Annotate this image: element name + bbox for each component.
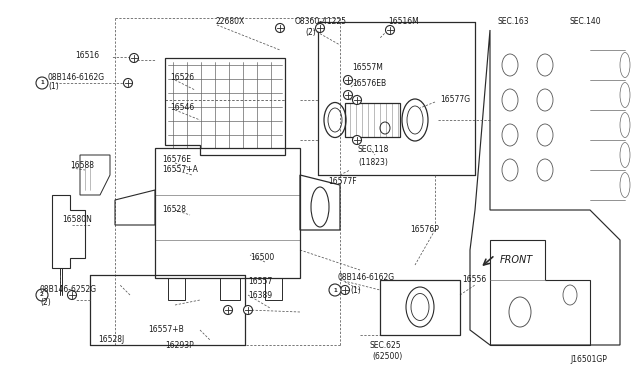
Circle shape (340, 285, 349, 295)
Text: 16557M: 16557M (352, 64, 383, 73)
Circle shape (353, 96, 362, 105)
Text: 16516: 16516 (75, 51, 99, 60)
Text: 16526: 16526 (170, 74, 194, 83)
Text: SEC.625: SEC.625 (370, 340, 402, 350)
Text: (11823): (11823) (358, 157, 388, 167)
Text: 22680X: 22680X (216, 17, 245, 26)
Text: SEC.163: SEC.163 (498, 17, 530, 26)
Text: SEC.118: SEC.118 (358, 145, 389, 154)
Text: 16516M: 16516M (388, 17, 419, 26)
Text: 16500: 16500 (250, 253, 275, 263)
Circle shape (353, 135, 362, 144)
Text: FRONT: FRONT (500, 255, 533, 265)
Text: 16546: 16546 (170, 103, 195, 112)
Text: (1): (1) (48, 83, 59, 92)
Circle shape (344, 90, 353, 99)
Circle shape (275, 23, 285, 32)
Text: SEC.140: SEC.140 (570, 17, 602, 26)
Text: 08B146-6252G: 08B146-6252G (40, 285, 97, 295)
Text: 16580N: 16580N (62, 215, 92, 224)
Text: 16528J: 16528J (98, 336, 124, 344)
Circle shape (344, 76, 353, 84)
Text: 1: 1 (333, 288, 337, 292)
Text: (62500): (62500) (372, 353, 403, 362)
Text: J16501GP: J16501GP (570, 356, 607, 365)
Text: 2: 2 (40, 292, 44, 298)
Text: (1): (1) (350, 285, 361, 295)
Text: 16557+B: 16557+B (148, 326, 184, 334)
Text: 08B146-6162G: 08B146-6162G (338, 273, 395, 282)
Circle shape (243, 305, 253, 314)
Text: 16577F: 16577F (328, 177, 356, 186)
Circle shape (124, 78, 132, 87)
Text: (2): (2) (305, 28, 316, 36)
Circle shape (385, 26, 394, 35)
Text: 16576E: 16576E (162, 155, 191, 164)
Text: 16293P: 16293P (165, 340, 194, 350)
Circle shape (36, 289, 48, 301)
Circle shape (316, 23, 324, 32)
Text: 16577G: 16577G (440, 96, 470, 105)
Text: 08B146-6162G: 08B146-6162G (48, 73, 105, 81)
Circle shape (223, 305, 232, 314)
Circle shape (329, 284, 341, 296)
Text: 16588: 16588 (70, 160, 94, 170)
Text: 16528: 16528 (162, 205, 186, 215)
Text: 16576P: 16576P (410, 225, 439, 234)
Text: 16557+A: 16557+A (162, 166, 198, 174)
Circle shape (36, 77, 48, 89)
Text: (2): (2) (40, 298, 51, 307)
Circle shape (129, 54, 138, 62)
Text: 16576EB: 16576EB (352, 78, 386, 87)
Text: 16557: 16557 (248, 278, 272, 286)
Text: 16556: 16556 (462, 276, 486, 285)
Text: 16389: 16389 (248, 291, 272, 299)
Circle shape (67, 291, 77, 299)
Text: O8360-41225: O8360-41225 (295, 17, 347, 26)
Text: 1: 1 (40, 80, 44, 86)
